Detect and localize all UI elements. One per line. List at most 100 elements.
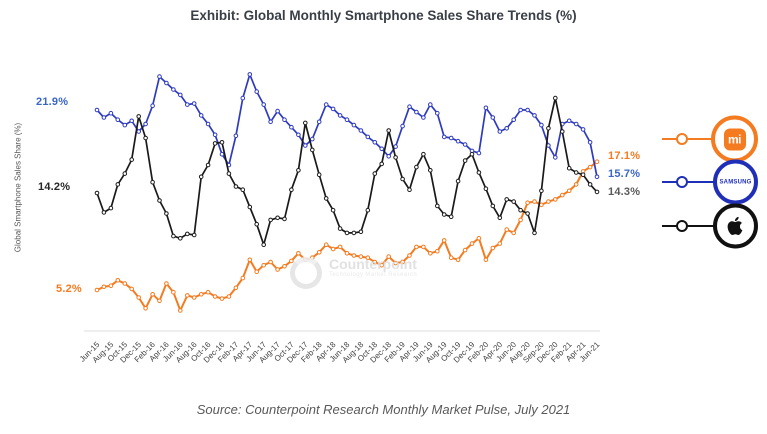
data-point-apple <box>504 197 510 202</box>
data-point-samsung <box>587 140 593 145</box>
data-point-apple <box>129 157 134 162</box>
data-point-apple <box>476 170 482 175</box>
data-point-samsung <box>275 108 280 114</box>
data-point-xiaomi <box>261 262 267 268</box>
data-point-apple <box>108 205 114 211</box>
data-point-xiaomi <box>553 197 558 202</box>
data-point-samsung <box>351 122 357 128</box>
data-point-xiaomi <box>122 281 128 286</box>
data-point-xiaomi <box>546 199 551 204</box>
data-point-samsung <box>205 121 211 127</box>
data-point-xiaomi <box>164 281 169 286</box>
data-point-samsung <box>379 146 385 152</box>
samsung-logo-icon: SAMSUNG <box>713 159 758 205</box>
end-value-label-samsung: 15.7% <box>608 168 641 180</box>
data-point-samsung <box>171 87 176 92</box>
y-axis-title: Global Smartphone Sales Share (%) <box>13 122 23 253</box>
data-point-apple <box>316 172 322 177</box>
data-point-apple <box>178 236 183 241</box>
data-point-xiaomi <box>337 244 343 250</box>
data-point-samsung <box>428 102 433 107</box>
data-point-apple <box>441 212 447 217</box>
data-point-samsung <box>344 117 350 122</box>
data-point-apple <box>587 182 593 187</box>
data-point-xiaomi <box>178 308 183 313</box>
data-point-samsung <box>143 121 148 127</box>
data-point-samsung <box>448 135 454 141</box>
data-point-apple <box>407 187 412 192</box>
data-point-samsung <box>212 132 218 138</box>
data-point-xiaomi <box>198 292 204 297</box>
data-point-samsung <box>580 127 586 132</box>
data-point-apple <box>344 230 350 236</box>
data-point-apple <box>532 230 537 236</box>
data-point-samsung <box>573 121 579 127</box>
legend-item-xiaomi: mi <box>660 115 760 163</box>
data-point-apple <box>323 196 329 201</box>
source-caption: Source: Counterpoint Research Monthly Ma… <box>196 402 571 417</box>
data-point-apple <box>351 230 357 236</box>
data-point-apple <box>219 140 225 145</box>
data-point-apple <box>455 178 461 184</box>
data-point-samsung <box>407 104 412 109</box>
data-point-apple <box>94 190 100 196</box>
data-point-samsung <box>185 102 190 107</box>
data-point-xiaomi <box>566 188 572 194</box>
data-point-samsung <box>233 133 239 139</box>
data-point-apple <box>594 189 600 195</box>
data-point-apple <box>330 207 336 213</box>
data-point-apple <box>580 172 586 177</box>
data-point-apple <box>435 203 440 209</box>
data-point-apple <box>379 161 385 167</box>
watermark-subtitle: Technology Market Research <box>329 272 418 278</box>
data-point-samsung <box>358 128 364 133</box>
data-point-xiaomi <box>462 247 468 253</box>
apple-glyph-icon <box>727 216 743 235</box>
data-point-xiaomi <box>191 295 197 300</box>
data-point-xiaomi <box>247 257 253 263</box>
data-point-samsung <box>400 123 405 129</box>
counterpoint-watermark: Counterpoint Technology Market Research <box>290 257 417 289</box>
data-point-xiaomi <box>226 294 232 299</box>
data-point-apple <box>282 216 287 222</box>
data-point-xiaomi <box>115 278 121 283</box>
start-value-label-apple: 14.2% <box>38 181 71 193</box>
data-point-xiaomi <box>393 260 398 266</box>
data-point-xiaomi <box>185 293 190 298</box>
data-point-samsung <box>261 102 267 107</box>
data-point-samsung <box>240 95 246 101</box>
end-value-label-xiaomi: 17.1% <box>608 150 641 162</box>
data-point-samsung <box>393 144 398 149</box>
data-point-samsung <box>129 118 134 124</box>
data-point-apple <box>247 204 253 210</box>
data-point-xiaomi <box>212 294 218 299</box>
data-point-apple <box>254 221 260 227</box>
data-point-samsung <box>101 115 107 120</box>
data-point-apple <box>296 168 301 173</box>
data-point-samsung <box>316 119 322 125</box>
data-point-apple <box>566 165 572 171</box>
data-point-apple <box>428 168 433 173</box>
data-point-samsung <box>421 115 426 120</box>
data-point-xiaomi <box>379 262 385 268</box>
watermark-name: Counterpoint <box>329 256 417 272</box>
data-point-xiaomi <box>504 227 510 232</box>
data-point-apple <box>289 187 294 192</box>
data-point-apple <box>303 120 308 126</box>
data-point-apple <box>372 171 378 176</box>
data-point-samsung <box>310 136 315 142</box>
data-point-xiaomi <box>254 269 260 275</box>
data-point-apple <box>539 188 544 194</box>
data-point-apple <box>115 182 121 187</box>
data-point-samsung <box>490 115 496 120</box>
data-point-apple <box>497 215 503 221</box>
chart-title: Exhibit: Global Monthly Smartphone Sales… <box>190 8 577 23</box>
apple-marker-icon <box>676 220 688 232</box>
data-point-apple <box>212 141 218 146</box>
data-point-samsung <box>525 107 530 113</box>
data-point-apple <box>511 199 517 204</box>
data-point-xiaomi <box>157 298 162 304</box>
data-point-samsung <box>282 117 287 122</box>
data-point-xiaomi <box>330 246 336 252</box>
